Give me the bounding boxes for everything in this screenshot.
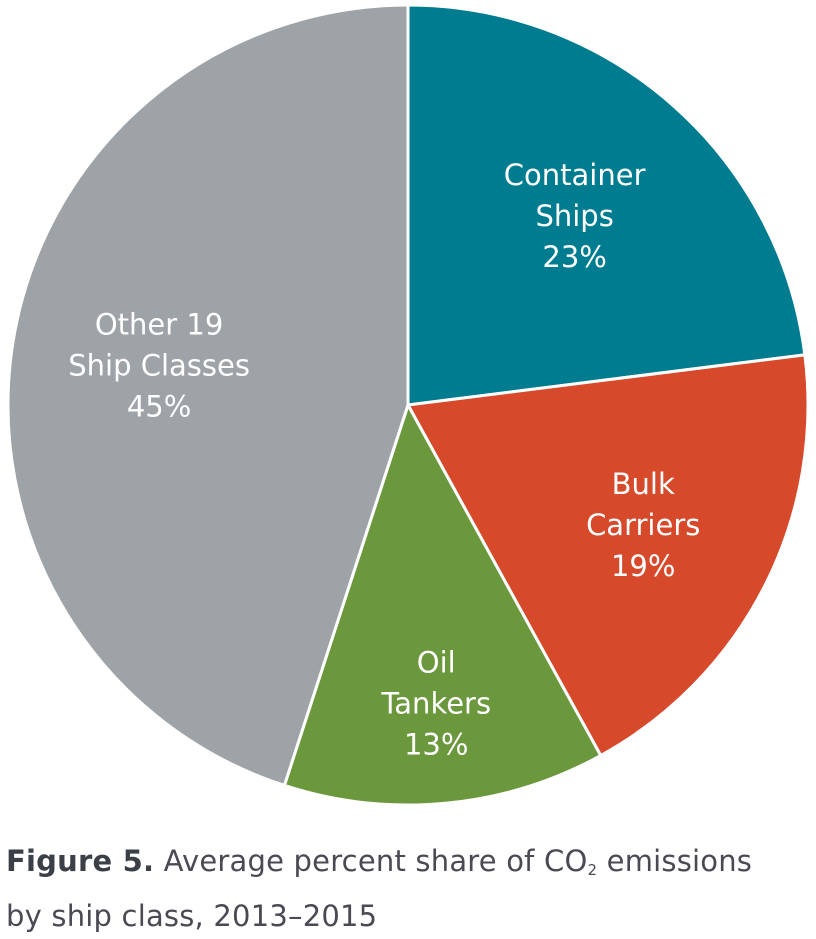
pie-category-label: Ships [535,199,613,233]
pie-value-label: 13% [404,728,468,762]
pie-category-label: Bulk [612,467,675,501]
pie-category-label: Oil [417,646,456,680]
pie-value-label: 19% [611,549,675,583]
figure-label: Figure 5. [6,844,155,878]
pie-slice-oil-tankers [282,403,603,807]
pie-label-other-19-ship-classes: Other 19 Ship Classes 45% [68,308,250,424]
caption-subscript: 2 [587,861,598,879]
pie-slice-container-ships [406,3,807,407]
pie-category-label: Other 19 [95,308,223,342]
pie-category-label: Tankers [380,687,491,721]
caption-text-end: emissions by ship class, 2013–2015 [6,844,753,933]
caption-text: Average percent share of CO [154,844,588,878]
pie-category-label: Container [504,158,646,192]
pie-value-label: 23% [542,240,606,274]
figure-caption: Figure 5. Average percent share of CO2 e… [6,838,786,939]
pie-category-label: Ship Classes [68,349,250,383]
pie-value-label: 45% [127,390,191,424]
pie-slice-other-19-ship-classes [6,3,410,787]
pie-category-label: Carriers [586,508,700,542]
pie-label-bulk-carriers: Bulk Carriers 19% [586,467,700,583]
pie-slice-bulk-carriers [406,353,810,758]
pie-slices [6,3,810,807]
pie-label-container-ships: Container Ships 23% [504,158,646,274]
pie-label-oil-tankers: Oil Tankers 13% [380,646,491,762]
pie-labels: Container Ships 23% Bulk Carriers 19% Oil Tanke… [68,158,700,762]
pie-chart: Container Ships 23% Bulk Carriers 19% Oil Tanke… [6,3,810,807]
